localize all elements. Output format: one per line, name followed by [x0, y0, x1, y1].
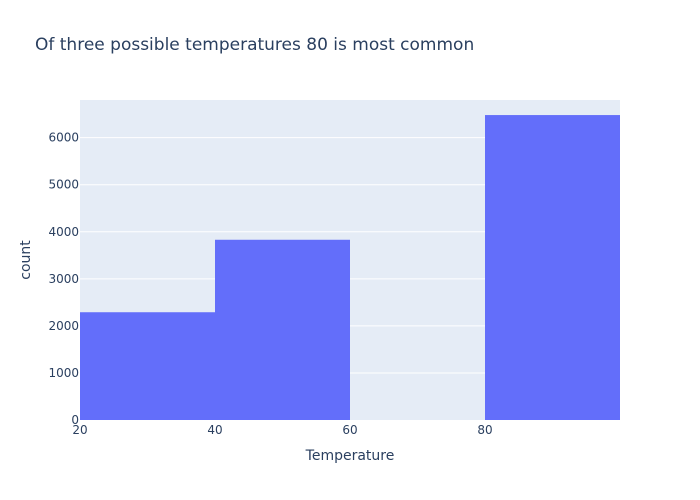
bar-40-60 — [215, 239, 350, 420]
y-tick-label: 4000 — [48, 225, 79, 239]
x-axis-ticks: 20 40 60 80 — [72, 423, 492, 437]
y-axis-title: count — [18, 240, 34, 280]
y-tick-label: 3000 — [48, 272, 79, 286]
chart-title: Of three possible temperatures 80 is mos… — [35, 35, 474, 55]
bar-20-40 — [80, 312, 215, 420]
bars — [80, 115, 620, 420]
y-tick-label: 0 — [71, 413, 79, 427]
bar-80-100 — [485, 115, 620, 420]
y-tick-label: 2000 — [48, 319, 79, 333]
x-tick-label: 40 — [207, 423, 222, 437]
x-tick-label: 80 — [477, 423, 492, 437]
y-axis-ticks: 0 1000 2000 3000 4000 5000 6000 — [48, 131, 79, 427]
x-tick-label: 20 — [72, 423, 87, 437]
y-tick-label: 6000 — [48, 131, 79, 145]
y-tick-label: 5000 — [48, 178, 79, 192]
y-tick-label: 1000 — [48, 366, 79, 380]
x-axis-title: Temperature — [305, 448, 395, 464]
x-tick-label: 60 — [342, 423, 357, 437]
